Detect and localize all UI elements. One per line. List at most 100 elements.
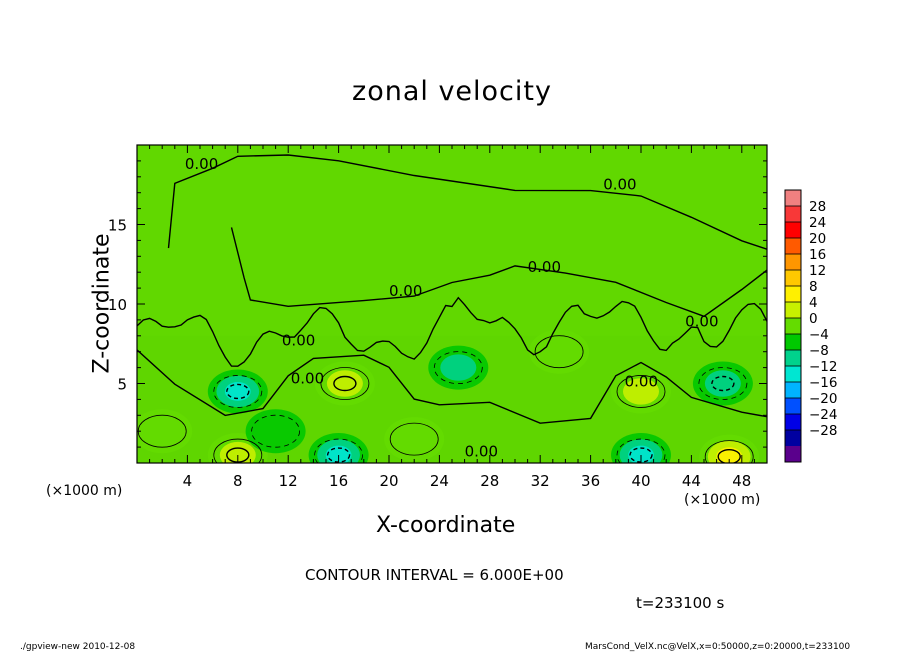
contour-ring-1 xyxy=(320,367,370,400)
contour-label-4: 0.00 xyxy=(282,331,315,349)
colorbar-border xyxy=(784,189,802,463)
field-blob-12-1 xyxy=(245,409,306,454)
colorbar-swatch-7 xyxy=(785,302,801,319)
colorbar-label: −24 xyxy=(809,407,838,423)
colorbar-swatch-16 xyxy=(785,446,801,463)
contour-ring-8 xyxy=(616,438,666,463)
contour-zero-lower xyxy=(137,349,767,424)
contour-ring-9 xyxy=(704,440,754,463)
contour-label-7: 0.00 xyxy=(685,312,718,330)
colorbar-label: 16 xyxy=(809,247,826,263)
colorbar-swatch-10 xyxy=(785,350,801,367)
colorbar-label: 8 xyxy=(809,279,818,295)
x-tick-label: 48 xyxy=(732,472,751,490)
colorbar-label: 20 xyxy=(809,231,826,247)
upper-field-band xyxy=(137,145,767,336)
x-unit-label-right: (×1000 m) xyxy=(684,492,761,508)
contour-ring-3 xyxy=(534,335,584,369)
x-tick-label: 16 xyxy=(329,472,348,490)
field-blob-3-1 xyxy=(529,329,590,374)
colorbar-label: −8 xyxy=(809,343,829,359)
colorbar-label: 24 xyxy=(809,215,826,231)
contour-label-5: 0.00 xyxy=(291,370,324,388)
contour-ring-7 xyxy=(213,438,263,463)
contour-label-3: 0.00 xyxy=(389,282,422,300)
contour-zero-mid xyxy=(230,227,767,318)
colorbar-swatch-14 xyxy=(785,414,801,431)
contour-lines: 0.00 0.00 0.00 0.00 0.00 0.00 0.00 0.00 0.00 xyxy=(137,154,767,463)
colorbar-label: −20 xyxy=(809,391,838,407)
colorbar-label: −12 xyxy=(809,359,838,375)
field-blob-7-2 xyxy=(219,441,256,463)
contour-zero-upper xyxy=(137,296,767,367)
contour-zero-top xyxy=(167,154,767,250)
colorbar-swatch-5 xyxy=(785,270,801,287)
x-tick-label: 40 xyxy=(631,472,650,490)
contour-label-6: 0.00 xyxy=(625,373,658,391)
y-tick-label: 10 xyxy=(108,296,127,314)
colorbar-label: −28 xyxy=(809,423,838,439)
colorbar-swatch-9 xyxy=(785,334,801,351)
colorbar-swatch-4 xyxy=(785,254,801,271)
x-tick-label: 8 xyxy=(233,472,243,490)
velocity-field xyxy=(137,145,767,463)
footer-left: ./gpview-new 2010-12-08 xyxy=(20,642,136,652)
colorbar-label: 0 xyxy=(809,311,818,327)
colorbar-label: 12 xyxy=(809,263,826,279)
field-blob-0-3 xyxy=(224,382,251,401)
colorbar-label: −4 xyxy=(809,327,829,343)
x-tick-label: 28 xyxy=(480,472,499,490)
colorbar-swatch-11 xyxy=(785,366,801,383)
field-blob-4-2 xyxy=(623,378,659,405)
field-blob-11-1 xyxy=(137,409,193,454)
colorbar-swatch-15 xyxy=(785,430,801,447)
x-unit-label-left: (×1000 m) xyxy=(46,483,123,499)
field-blob-1-2 xyxy=(326,370,363,397)
contour-label-1: 0.00 xyxy=(603,176,636,194)
x-tick-label: 20 xyxy=(379,472,398,490)
contour-core-5 xyxy=(711,375,735,392)
field-blob-5-2 xyxy=(704,370,741,397)
contour-ring-6 xyxy=(314,438,363,463)
contour-ring-10 xyxy=(389,422,439,456)
colorbar-swatch-13 xyxy=(785,398,801,415)
x-tick-label: 44 xyxy=(682,472,701,490)
colorbar-label: 4 xyxy=(809,295,818,311)
contour-label-0: 0.00 xyxy=(185,155,218,173)
x-tick-label: 36 xyxy=(581,472,600,490)
contour-core-0 xyxy=(226,383,250,400)
colorbar-label: −16 xyxy=(809,375,838,391)
colorbar-swatch-0 xyxy=(785,190,801,207)
contour-ring-4 xyxy=(616,375,666,408)
colorbar-swatch-3 xyxy=(785,238,801,255)
field-blob-2-2 xyxy=(440,354,477,381)
field-blob-10-1 xyxy=(384,417,445,462)
contour-ring-2 xyxy=(433,351,483,385)
contour-core-9 xyxy=(717,448,741,463)
contour-interval-text: CONTOUR INTERVAL = 6.000E+00 xyxy=(305,566,564,584)
y-axis-label: Z-coordinate xyxy=(89,233,115,374)
x-tick-label: 24 xyxy=(430,472,449,490)
colorbar-swatch-6 xyxy=(785,286,801,303)
colorbar-swatch-1 xyxy=(785,206,801,223)
contour-ring-12 xyxy=(251,414,301,448)
x-tick-label: 12 xyxy=(279,472,298,490)
colorbar-label: 28 xyxy=(809,199,826,215)
contour-label-8: 0.00 xyxy=(465,443,498,461)
colorbar-swatch-12 xyxy=(785,382,801,399)
x-axis-label: X-coordinate xyxy=(376,513,516,538)
x-tick-label: 4 xyxy=(183,472,193,490)
x-tick-label: 32 xyxy=(531,472,550,490)
contour-ring-0 xyxy=(213,375,263,408)
y-tick-label: 15 xyxy=(108,217,127,235)
y-tick-label: 5 xyxy=(117,376,127,394)
colorbar-swatch-2 xyxy=(785,222,801,239)
contour-core-1 xyxy=(333,375,357,392)
colorbar-swatch-8 xyxy=(785,318,801,335)
contour-label-2: 0.00 xyxy=(528,258,561,276)
time-label: t=233100 s xyxy=(636,594,725,612)
